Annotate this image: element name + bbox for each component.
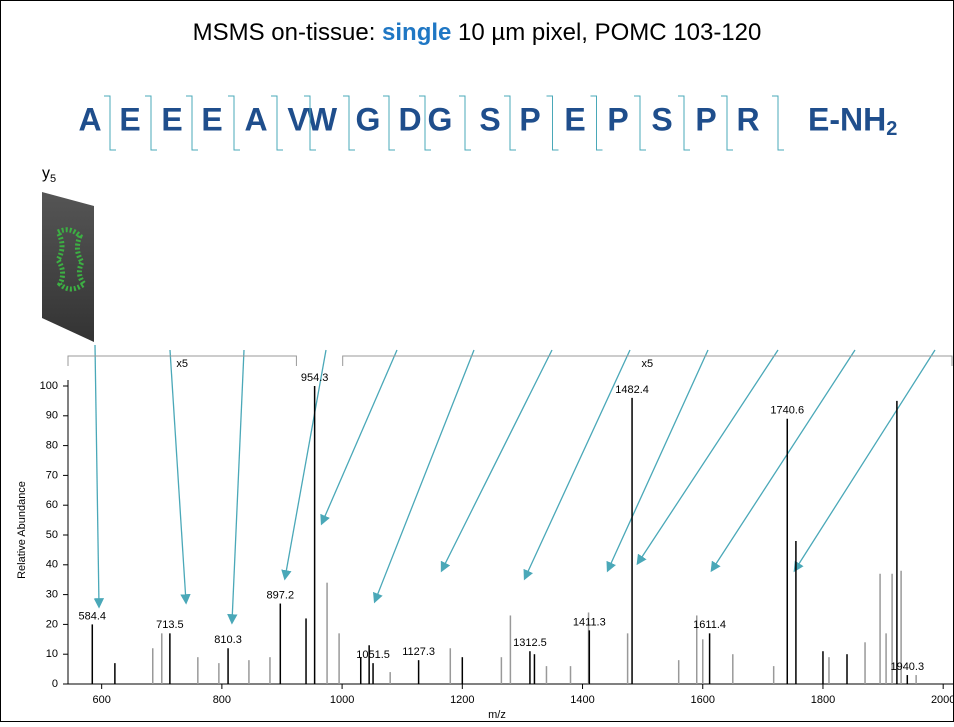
residue: V [287,101,309,137]
x-axis-label: m/z [488,709,506,721]
y-tick-label: 40 [46,559,58,571]
x-tick-label: 2000 [931,694,954,706]
y-tick-label: 0 [52,678,58,690]
residue: E [564,101,585,137]
x-tick-label: 800 [213,694,231,706]
y-tick-label: 100 [40,380,58,392]
residue: A [78,101,101,137]
cleavage [590,95,603,151]
zoom-bracket [67,355,297,366]
x-tick-label: 1800 [811,694,835,706]
y-tick-label: 90 [46,410,58,422]
peak-label: 713.5 [156,619,184,631]
peak-label: 584.4 [79,610,107,622]
cleavage [186,95,198,151]
fragment-arrows [93,344,936,625]
cleavage [504,95,516,151]
y-tick-label: 80 [46,440,58,452]
chart-title: MSMS on-tissue: single 10 µm pixel, POMC… [193,19,762,46]
residue: P [519,101,540,137]
cleavage [546,95,559,151]
subscript: 2 [886,118,897,140]
peak-label: 897.2 [267,589,295,601]
cleavage [145,95,157,151]
residue: E-NH2 [808,101,897,140]
cleavage [383,95,395,151]
peak-label: 1740.6 [770,405,804,417]
image-label: y5 [42,165,56,185]
y-tick-label: 20 [46,618,58,630]
y-tick-label: 70 [46,469,58,481]
zoom-label: x5 [642,358,654,370]
y-tick-label: 60 [46,499,58,511]
residue: A [244,101,267,137]
peak-label: 810.3 [214,634,242,646]
cleavage [772,95,784,151]
residue: E [161,101,182,137]
residue: P [695,101,716,137]
zoom-bracket [342,355,953,366]
cleavage [459,95,471,151]
residue: S [479,101,500,137]
x-tick-label: 1400 [570,694,594,706]
residue: P [607,101,628,137]
cleavage [304,95,316,151]
ion-image [42,192,94,342]
residue: E [119,101,140,137]
cleavage [678,95,690,151]
cleavage [228,95,240,151]
peak-label: 1940.3 [890,661,924,673]
residue: W [307,101,338,137]
residue: G [428,101,453,137]
residue: R [736,101,759,137]
y-tick-label: 30 [46,589,58,601]
x-tick-label: 1600 [691,694,715,706]
residue: G [356,101,381,137]
x-tick-label: 1200 [450,694,474,706]
peak-label: 1611.4 [693,619,726,631]
peak-label: 1411.3 [573,616,606,628]
x-tick-label: 600 [92,694,110,706]
sequence: A E E E A VW G D G S P E P S P R E-NH2 [78,95,897,151]
x-tick-label: 1000 [330,694,354,706]
residue: S [651,101,672,137]
cleavage [104,95,116,151]
peak-label: 1482.4 [615,384,649,396]
peak-label: 1127.3 [402,646,435,658]
y-tick-label: 50 [46,529,58,541]
peak-label: 1312.5 [513,637,547,649]
cleavage [271,95,283,151]
peak-label: 954.3 [301,372,329,384]
zoom-label: x5 [176,358,188,370]
cleavage [634,95,646,151]
y-axis-label: Relative Abundance [16,481,28,579]
cleavage [721,95,733,151]
residue: E [201,101,222,137]
residue: D [398,101,421,137]
y-tick-label: 10 [46,648,58,660]
peak-label: 1051.5 [356,649,390,661]
cleavage [343,95,355,151]
cleavage [419,95,431,151]
